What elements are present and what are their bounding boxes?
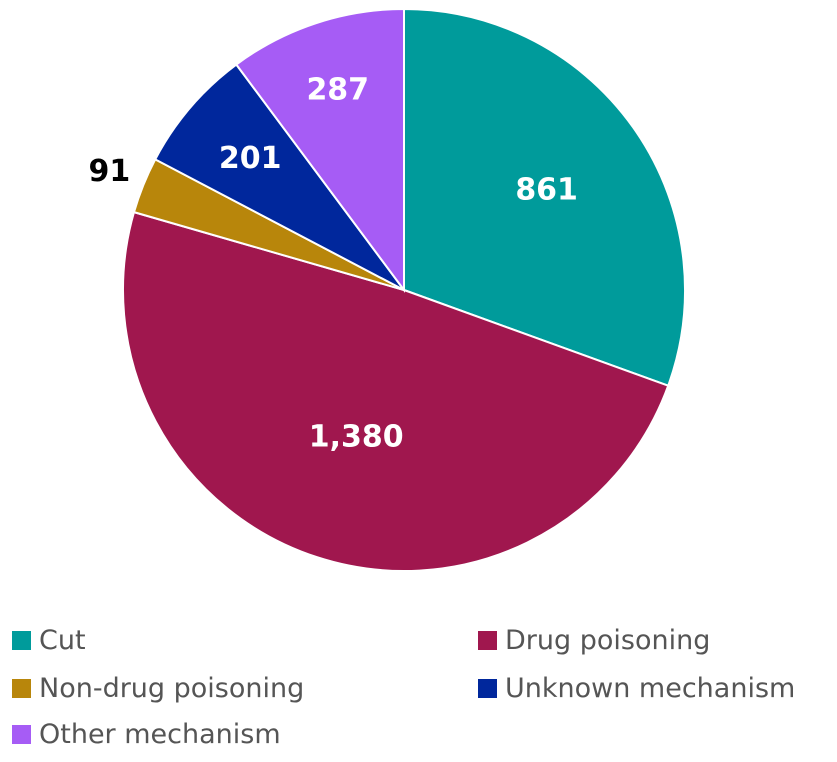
data-label-cut: 861 bbox=[515, 172, 578, 207]
legend-swatch-cut bbox=[12, 630, 31, 650]
legend-swatch-other-mechanism bbox=[12, 724, 31, 744]
legend-item-drug-poisoning: Drug poisoning bbox=[478, 620, 710, 660]
pie-slice-unknown-mechanism bbox=[153, 63, 405, 291]
legend: Cut Drug poisoning Non-drug poisoning Un… bbox=[0, 600, 837, 762]
legend-label-unknown-mechanism: Unknown mechanism bbox=[505, 672, 796, 704]
data-label-unknown-mechanism: 201 bbox=[219, 141, 282, 176]
legend-label-other-mechanism: Other mechanism bbox=[39, 718, 281, 750]
legend-swatch-non-drug-poisoning bbox=[12, 678, 31, 698]
legend-swatch-unknown-mechanism bbox=[478, 678, 497, 698]
legend-label-cut: Cut bbox=[39, 624, 86, 656]
legend-swatch-drug-poisoning bbox=[478, 630, 497, 650]
pie-slice-drug-poisoning bbox=[122, 210, 670, 572]
legend-label-non-drug-poisoning: Non-drug poisoning bbox=[39, 672, 305, 704]
legend-item-non-drug-poisoning: Non-drug poisoning bbox=[12, 668, 304, 708]
legend-label-drug-poisoning: Drug poisoning bbox=[505, 624, 711, 656]
pie-slice-other-mechanism bbox=[234, 7, 405, 294]
data-label-non-drug-poisoning: 91 bbox=[88, 154, 130, 189]
legend-item-cut: Cut bbox=[12, 620, 86, 660]
pie-slices bbox=[122, 7, 686, 572]
legend-item-unknown-mechanism: Unknown mechanism bbox=[478, 668, 795, 708]
pie-slice-cut bbox=[403, 7, 686, 387]
legend-item-other-mechanism: Other mechanism bbox=[12, 714, 281, 754]
pie-data-labels: 861 1,380 91 201 287 bbox=[88, 72, 577, 454]
data-label-drug-poisoning: 1,380 bbox=[309, 419, 404, 454]
pie-chart: 861 1,380 91 201 287 bbox=[88, 7, 686, 572]
data-label-other-mechanism: 287 bbox=[306, 72, 369, 107]
